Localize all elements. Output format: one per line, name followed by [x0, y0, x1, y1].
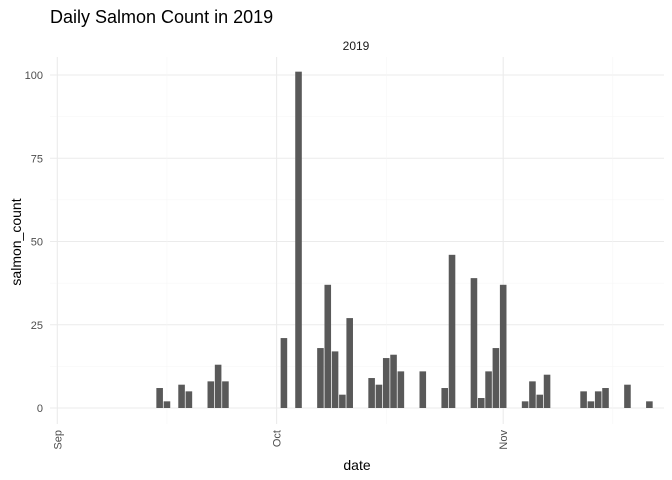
bar-2019-10-31 — [492, 348, 500, 408]
bar-2019-10-11 — [346, 318, 353, 408]
grid-lines — [50, 57, 664, 424]
bar-2019-11-01 — [499, 284, 507, 408]
x-tick-labels: Sep Oct Nov — [52, 430, 510, 450]
y-tick-label: 100 — [25, 70, 43, 82]
bar-2019-11-07 — [543, 374, 551, 408]
x-tick-label-nov: Nov — [498, 430, 510, 450]
bar-2019-10-07 — [317, 348, 324, 408]
bar-2019-11-13 — [587, 401, 595, 408]
bar-2019-10-10 — [339, 394, 346, 408]
bar-2019-10-09 — [331, 351, 339, 408]
x-axis-title: date — [343, 457, 370, 473]
y-axis-title: salmon_count — [8, 198, 24, 285]
bar-2019-11-04 — [521, 401, 529, 408]
y-tick-labels: 0 25 50 75 100 — [25, 70, 43, 415]
bar-2019-10-14 — [368, 378, 375, 408]
bar-2019-09-16 — [163, 401, 171, 408]
bar-2019-11-14 — [594, 391, 602, 408]
bar-2019-10-04 — [295, 71, 302, 409]
bar-2019-10-17 — [390, 354, 397, 408]
bar-2019-10-15 — [375, 384, 383, 408]
bar-2019-10-21 — [419, 371, 427, 408]
bar-2019-09-24 — [222, 381, 229, 408]
bar-2019-09-22 — [207, 381, 215, 408]
bar-2019-11-12 — [580, 391, 587, 408]
bar-2019-09-15 — [156, 388, 163, 408]
bars — [156, 71, 653, 409]
bar-2019-10-25 — [448, 254, 456, 408]
y-tick-label: 50 — [31, 237, 43, 249]
bar-2019-10-16 — [382, 358, 390, 408]
bar-2019-10-24 — [441, 388, 449, 408]
bar-2019-10-02 — [280, 338, 288, 408]
y-tick-label: 25 — [31, 320, 43, 332]
bar-2019-11-06 — [536, 394, 544, 408]
chart-title: Daily Salmon Count in 2019 — [50, 7, 273, 27]
bar-2019-11-15 — [602, 388, 609, 408]
bar-2019-11-21 — [646, 401, 653, 408]
y-tick-label: 75 — [31, 153, 43, 165]
bar-2019-11-18 — [624, 384, 631, 408]
x-tick-label-sep: Sep — [52, 430, 64, 450]
bar-2019-09-18 — [178, 384, 185, 408]
bar-2019-11-05 — [529, 381, 536, 408]
bar-2019-10-29 — [477, 398, 485, 408]
bar-2019-10-08 — [324, 284, 332, 408]
bar-2019-09-19 — [185, 391, 193, 408]
bar-2019-10-30 — [485, 371, 492, 408]
facet-strip-label: 2019 — [343, 39, 370, 53]
bar-2019-09-23 — [214, 364, 222, 408]
bar-2019-10-18 — [397, 371, 405, 408]
y-tick-label: 0 — [37, 403, 43, 415]
bar-2019-10-28 — [470, 278, 478, 408]
x-tick-label-oct: Oct — [272, 430, 284, 447]
